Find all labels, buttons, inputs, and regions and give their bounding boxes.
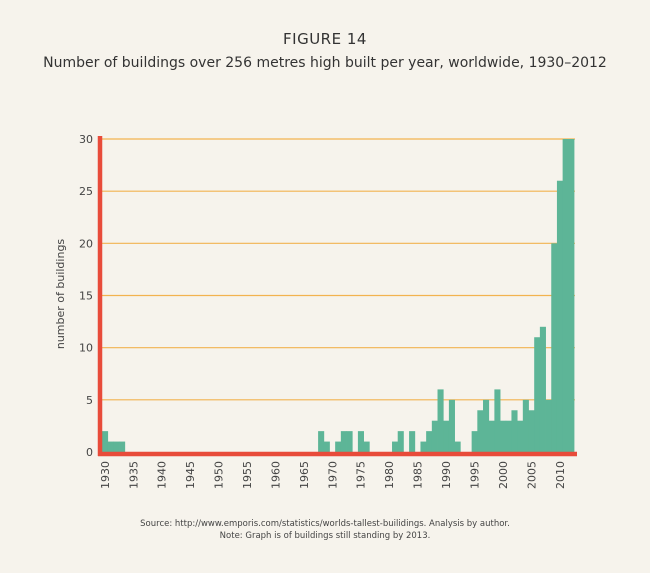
- bar: [556, 180, 564, 452]
- x-tick-label: 2000: [497, 461, 510, 489]
- bars: [102, 139, 575, 452]
- x-tick-label: 1940: [156, 461, 169, 489]
- axes: [97, 136, 577, 457]
- figure-label: FIGURE 14: [283, 30, 367, 48]
- bar: [335, 441, 342, 452]
- y-axis-label: number of buildings: [54, 239, 67, 350]
- x-tick-labels: 1930 1935 1940 1945 1950 1955 1960 1965 1970 1975…: [99, 461, 567, 489]
- x-tick-label: 1980: [383, 461, 396, 489]
- x-tick-label: 1990: [440, 461, 453, 489]
- chart-title: Number of buildings over 256 metres high…: [43, 55, 607, 71]
- y-tick-label: 15: [79, 290, 93, 303]
- bar: [346, 431, 353, 452]
- bar: [340, 431, 347, 452]
- bar: [437, 389, 444, 452]
- y-tick-label: 20: [79, 237, 93, 250]
- bar: [420, 441, 427, 452]
- bar: [483, 399, 490, 452]
- bar: [448, 399, 455, 452]
- bar: [443, 420, 450, 452]
- bar: [323, 441, 330, 452]
- bar: [426, 431, 433, 452]
- bar: [318, 431, 325, 452]
- x-tick-label: 1930: [99, 461, 112, 489]
- x-tick-label: 2010: [554, 461, 567, 489]
- bar: [119, 441, 126, 452]
- y-tick-label: 10: [79, 342, 93, 355]
- bar: [522, 399, 529, 452]
- x-tick-label: 1965: [298, 461, 311, 489]
- bar: [528, 410, 535, 452]
- bar: [454, 441, 461, 452]
- bar: [409, 431, 416, 452]
- bar: [431, 420, 438, 452]
- x-tick-label: 1960: [269, 461, 282, 489]
- bar: [363, 441, 370, 452]
- y-tick-labels: 0 5 10 15 20 25 30: [79, 133, 93, 459]
- bar: [500, 420, 507, 452]
- gridlines: [102, 138, 575, 401]
- bar: [477, 410, 484, 452]
- bar: [545, 399, 552, 452]
- bar: [357, 431, 364, 452]
- x-tick-label: 1975: [355, 461, 368, 489]
- bar: [471, 431, 478, 452]
- y-tick-label: 25: [79, 185, 93, 198]
- bar: [568, 139, 575, 452]
- x-tick-label: 1950: [213, 461, 226, 489]
- standing-note: Note: Graph is of buildings still standi…: [219, 531, 431, 541]
- bar: [562, 139, 569, 452]
- bar: [107, 441, 114, 452]
- y-tick-label: 0: [86, 446, 93, 459]
- bar: [488, 420, 495, 452]
- bar: [517, 420, 524, 452]
- y-tick-label: 5: [86, 394, 93, 407]
- bar: [539, 326, 546, 452]
- bar: [505, 420, 512, 452]
- bar: [113, 441, 120, 452]
- bar: [494, 389, 501, 452]
- x-tick-label: 1995: [468, 461, 481, 489]
- bar: [397, 431, 404, 452]
- x-tick-label: 1955: [241, 461, 254, 489]
- x-tick-label: 1970: [326, 461, 339, 489]
- bar: [551, 243, 558, 452]
- x-tick-label: 1945: [184, 461, 197, 489]
- bar: [511, 410, 518, 452]
- source-note: Source: http://www.emporis.com/statistic…: [140, 519, 510, 529]
- x-tick-label: 1985: [412, 461, 425, 489]
- x-tick-label: 2005: [525, 461, 538, 489]
- bar: [102, 431, 109, 452]
- bar: [392, 441, 399, 452]
- x-tick-label: 1935: [127, 461, 140, 489]
- y-tick-label: 30: [79, 133, 93, 146]
- bar: [534, 337, 541, 452]
